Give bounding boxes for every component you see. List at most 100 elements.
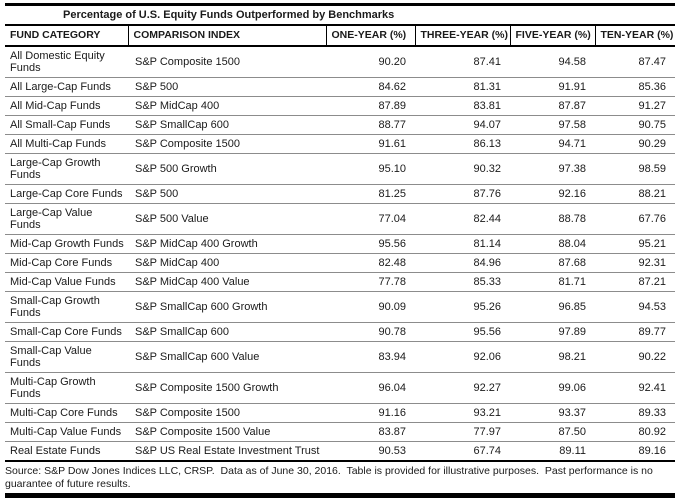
five-year-cell: 89.11 [510, 441, 595, 462]
col-header-one-year: ONE-YEAR (%) [325, 26, 415, 47]
one-year-cell: 90.78 [326, 322, 415, 342]
comparison-index-cell: S&P Composite 1500 [128, 46, 326, 78]
three-year-cell: 67.74 [415, 441, 510, 462]
fund-category-cell: Mid-Cap Growth Funds [5, 234, 128, 254]
table-row: Mid-Cap Core Funds S&P MidCap 400 82.48 84.… [5, 253, 675, 273]
one-year-cell: 88.77 [326, 115, 415, 135]
three-year-cell: 95.56 [415, 322, 510, 342]
one-year-cell: 90.20 [326, 46, 415, 78]
five-year-cell: 88.78 [510, 203, 595, 235]
table-row: Small-Cap Value Funds S&P SmallCap 600 Va… [5, 341, 675, 373]
five-year-cell: 91.91 [510, 77, 595, 97]
table-row: Mid-Cap Growth Funds S&P MidCap 400 Growt… [5, 234, 675, 254]
col-header-ten-year: TEN-YEAR (%) [594, 26, 675, 47]
comparison-index-cell: S&P SmallCap 600 Value [128, 341, 326, 373]
ten-year-cell: 92.41 [595, 372, 675, 404]
three-year-cell: 84.96 [415, 253, 510, 273]
comparison-index-cell: S&P SmallCap 600 [128, 115, 326, 135]
three-year-cell: 77.97 [415, 422, 510, 442]
three-year-cell: 85.33 [415, 272, 510, 292]
fund-category-cell: All Multi-Cap Funds [5, 134, 128, 154]
one-year-cell: 96.04 [326, 372, 415, 404]
three-year-cell: 87.76 [415, 184, 510, 204]
ten-year-cell: 92.31 [595, 253, 675, 273]
one-year-cell: 84.62 [326, 77, 415, 97]
five-year-cell: 97.58 [510, 115, 595, 135]
comparison-index-cell: S&P 500 Growth [128, 153, 326, 185]
comparison-index-cell: S&P MidCap 400 [128, 96, 326, 116]
five-year-cell: 81.71 [510, 272, 595, 292]
five-year-cell: 97.89 [510, 322, 595, 342]
fund-category-cell: Small-Cap Value Funds [5, 341, 128, 373]
ten-year-cell: 94.53 [595, 291, 675, 323]
one-year-cell: 81.25 [326, 184, 415, 204]
five-year-cell: 96.85 [510, 291, 595, 323]
ten-year-cell: 87.47 [595, 46, 675, 78]
bottom-rule [5, 493, 675, 498]
five-year-cell: 99.06 [510, 372, 595, 404]
three-year-cell: 90.32 [415, 153, 510, 185]
table-row: Small-Cap Core Funds S&P SmallCap 600 90.7… [5, 322, 675, 342]
table-row: Mid-Cap Value Funds S&P MidCap 400 Value 7… [5, 272, 675, 292]
fund-category-cell: All Large-Cap Funds [5, 77, 128, 97]
table-row: All Small-Cap Funds S&P SmallCap 600 88.77… [5, 115, 675, 135]
comparison-index-cell: S&P Composite 1500 Value [128, 422, 326, 442]
ten-year-cell: 87.21 [595, 272, 675, 292]
ten-year-cell: 91.27 [595, 96, 675, 116]
funds-table: FUND CATEGORY COMPARISON INDEX ONE-YEAR … [5, 26, 675, 462]
fund-category-cell: Small-Cap Growth Funds [5, 291, 128, 323]
fund-category-cell: Real Estate Funds [5, 441, 128, 462]
five-year-cell: 94.58 [510, 46, 595, 78]
fund-category-cell: Multi-Cap Value Funds [5, 422, 128, 442]
comparison-index-cell: S&P SmallCap 600 [128, 322, 326, 342]
five-year-cell: 93.37 [510, 403, 595, 423]
table-body: All Domestic Equity Funds S&P Composite 1… [5, 46, 675, 462]
one-year-cell: 82.48 [326, 253, 415, 273]
three-year-cell: 92.06 [415, 341, 510, 373]
ten-year-cell: 90.22 [595, 341, 675, 373]
fund-category-cell: Large-Cap Value Funds [5, 203, 128, 235]
table-row: Small-Cap Growth Funds S&P SmallCap 600 G… [5, 291, 675, 323]
fund-category-cell: Large-Cap Core Funds [5, 184, 128, 204]
ten-year-cell: 80.92 [595, 422, 675, 442]
header-row: FUND CATEGORY COMPARISON INDEX ONE-YEAR … [5, 26, 675, 47]
one-year-cell: 77.04 [326, 203, 415, 235]
table-row: Real Estate Funds S&P US Real Estate Inve… [5, 441, 675, 462]
five-year-cell: 87.50 [510, 422, 595, 442]
ten-year-cell: 89.33 [595, 403, 675, 423]
one-year-cell: 90.53 [326, 441, 415, 462]
three-year-cell: 82.44 [415, 203, 510, 235]
three-year-cell: 92.27 [415, 372, 510, 404]
ten-year-cell: 89.77 [595, 322, 675, 342]
five-year-cell: 98.21 [510, 341, 595, 373]
five-year-cell: 94.71 [510, 134, 595, 154]
three-year-cell: 86.13 [415, 134, 510, 154]
col-header-fund-category: FUND CATEGORY [5, 26, 128, 47]
one-year-cell: 77.78 [326, 272, 415, 292]
comparison-index-cell: S&P Composite 1500 [128, 134, 326, 154]
three-year-cell: 95.26 [415, 291, 510, 323]
table-row: Large-Cap Value Funds S&P 500 Value 77.04 8… [5, 203, 675, 235]
fund-category-cell: All Mid-Cap Funds [5, 96, 128, 116]
fund-category-cell: All Domestic Equity Funds [5, 46, 128, 78]
comparison-index-cell: S&P SmallCap 600 Growth [128, 291, 326, 323]
table-row: Multi-Cap Value Funds S&P Composite 1500 … [5, 422, 675, 442]
one-year-cell: 91.61 [326, 134, 415, 154]
ten-year-cell: 89.16 [595, 441, 675, 462]
three-year-cell: 81.14 [415, 234, 510, 254]
col-header-comparison-index: COMPARISON INDEX [127, 26, 326, 47]
ten-year-cell: 90.29 [595, 134, 675, 154]
three-year-cell: 83.81 [415, 96, 510, 116]
col-header-five-year: FIVE-YEAR (%) [509, 26, 595, 47]
three-year-cell: 93.21 [415, 403, 510, 423]
comparison-index-cell: S&P 500 [128, 77, 326, 97]
ten-year-cell: 85.36 [595, 77, 675, 97]
source-note: Source: S&P Dow Jones Indices LLC, CRSP.… [5, 465, 656, 490]
comparison-index-cell: S&P Composite 1500 Growth [128, 372, 326, 404]
five-year-cell: 87.68 [510, 253, 595, 273]
comparison-index-cell: S&P Composite 1500 [128, 403, 326, 423]
fund-category-cell: Multi-Cap Core Funds [5, 403, 128, 423]
comparison-index-cell: S&P 500 Value [128, 203, 326, 235]
ten-year-cell: 98.59 [595, 153, 675, 185]
one-year-cell: 95.10 [326, 153, 415, 185]
